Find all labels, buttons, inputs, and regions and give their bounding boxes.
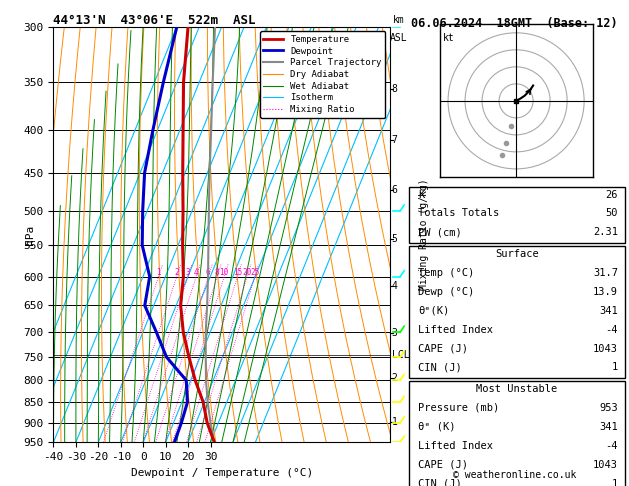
Text: 3: 3: [186, 268, 191, 277]
Text: km: km: [392, 15, 404, 25]
Text: kt: kt: [443, 33, 455, 43]
Text: Totals Totals: Totals Totals: [418, 208, 499, 219]
Text: 26: 26: [606, 190, 618, 200]
Text: 341: 341: [599, 306, 618, 315]
Text: LCL: LCL: [392, 349, 409, 360]
Text: 8: 8: [215, 268, 220, 277]
Text: Surface: Surface: [495, 249, 539, 259]
Text: 5: 5: [392, 234, 398, 243]
Text: Pressure (mb): Pressure (mb): [418, 403, 499, 413]
Text: 44°13'N  43°06'E  522m  ASL: 44°13'N 43°06'E 522m ASL: [53, 14, 256, 27]
Text: 2: 2: [392, 373, 398, 383]
Text: hPa: hPa: [25, 225, 35, 244]
Bar: [409, 246, 625, 379]
Text: 1043: 1043: [593, 460, 618, 469]
Text: Lifted Index: Lifted Index: [418, 441, 493, 451]
Text: 341: 341: [599, 422, 618, 432]
Text: 20: 20: [243, 268, 252, 277]
Text: CAPE (J): CAPE (J): [418, 344, 468, 353]
Text: ASL: ASL: [389, 33, 407, 43]
Text: 1043: 1043: [593, 344, 618, 353]
Bar: [409, 187, 625, 243]
Text: 1: 1: [156, 268, 161, 277]
Text: Lifted Index: Lifted Index: [418, 325, 493, 334]
Legend: Temperature, Dewpoint, Parcel Trajectory, Dry Adiabat, Wet Adiabat, Isotherm, Mi: Temperature, Dewpoint, Parcel Trajectory…: [260, 31, 386, 118]
Text: 8: 8: [392, 85, 398, 94]
Text: 7: 7: [392, 135, 398, 145]
Text: -4: -4: [606, 325, 618, 334]
Text: θᵉ (K): θᵉ (K): [418, 422, 455, 432]
Text: 1: 1: [612, 363, 618, 372]
Text: Dewp (°C): Dewp (°C): [418, 287, 474, 296]
Text: -4: -4: [606, 441, 618, 451]
Text: 06.06.2024  18GMT  (Base: 12): 06.06.2024 18GMT (Base: 12): [411, 17, 618, 30]
Text: 50: 50: [606, 208, 618, 219]
Text: 31.7: 31.7: [593, 268, 618, 278]
Bar: [409, 381, 625, 486]
Text: Most Unstable: Most Unstable: [476, 384, 558, 394]
Text: 13.9: 13.9: [593, 287, 618, 296]
Text: 6: 6: [206, 268, 211, 277]
Text: 25: 25: [250, 268, 260, 277]
Text: K: K: [418, 190, 425, 200]
Text: 3: 3: [392, 328, 398, 338]
Text: 953: 953: [599, 403, 618, 413]
Text: 6: 6: [392, 185, 398, 195]
Text: CIN (J): CIN (J): [418, 479, 462, 486]
Text: CIN (J): CIN (J): [418, 363, 462, 372]
Text: 4: 4: [194, 268, 199, 277]
Text: Temp (°C): Temp (°C): [418, 268, 474, 278]
Text: Mixing Ratio (g/kg): Mixing Ratio (g/kg): [419, 179, 428, 290]
X-axis label: Dewpoint / Temperature (°C): Dewpoint / Temperature (°C): [131, 468, 313, 478]
Text: 1: 1: [612, 479, 618, 486]
Text: 10: 10: [220, 268, 229, 277]
Text: 1: 1: [392, 417, 398, 427]
Text: © weatheronline.co.uk: © weatheronline.co.uk: [453, 470, 576, 480]
Text: θᵉ(K): θᵉ(K): [418, 306, 449, 315]
Text: 2.31: 2.31: [593, 227, 618, 238]
Text: 15: 15: [233, 268, 242, 277]
Text: 2: 2: [174, 268, 179, 277]
Text: 4: 4: [392, 281, 398, 291]
Text: PW (cm): PW (cm): [418, 227, 462, 238]
Text: CAPE (J): CAPE (J): [418, 460, 468, 469]
